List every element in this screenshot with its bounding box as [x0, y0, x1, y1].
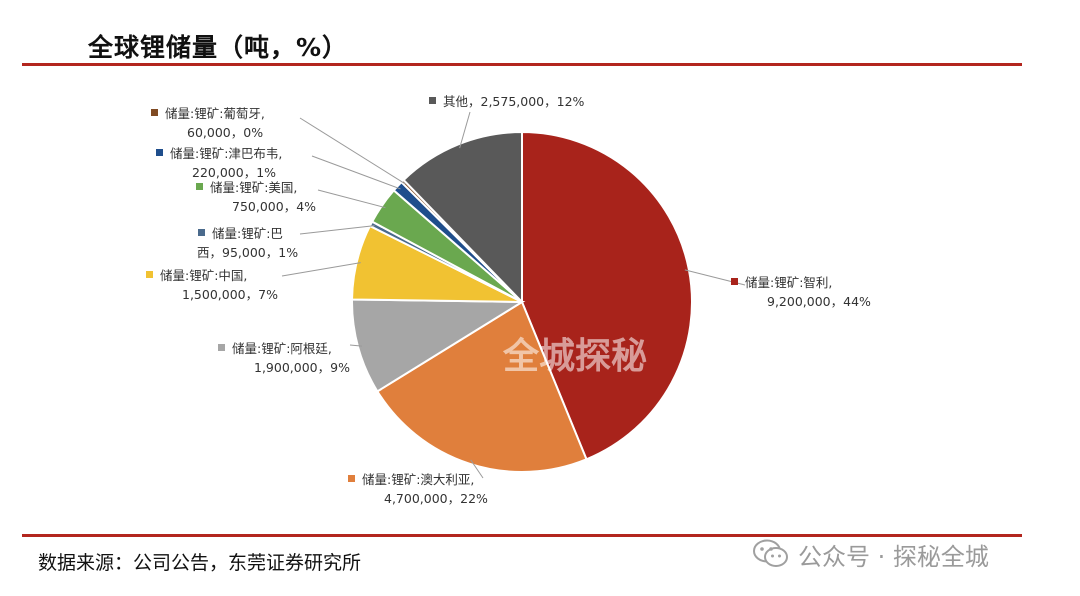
- slice-label-usa: 储量:锂矿:美国, 750,000，4%: [196, 180, 316, 214]
- legend-marker-zimbabwe: [156, 149, 163, 156]
- pie-slice-chile: [521, 130, 693, 461]
- watermark-text: 全城探秘: [502, 335, 647, 377]
- leader-line-usa: [317, 189, 386, 209]
- slice-label-chile-line-1: 储量:锂矿:智利,: [745, 275, 832, 290]
- footer-brand: 公众号 · 探秘全城: [752, 536, 989, 572]
- bottom-divider: [22, 534, 1022, 537]
- legend-marker-china: [146, 271, 153, 278]
- slice-label-chile-line-2: 9,200,000，44%: [767, 294, 871, 309]
- slice-label-australia-line-2: 4,700,000，22%: [384, 491, 488, 506]
- leader-line-china: [281, 262, 361, 277]
- legend-marker-portugal: [151, 109, 158, 116]
- slice-label-brazil-line-2: 西，95,000，1%: [197, 245, 298, 260]
- slice-label-china-line-2: 1,500,000，7%: [182, 287, 278, 302]
- slice-label-zimbabwe-line-2: 220,000，1%: [192, 165, 276, 180]
- legend-marker-australia: [348, 475, 355, 482]
- slice-label-brazil-line-1: 储量:锂矿:巴: [212, 226, 283, 241]
- slice-label-china: 储量:锂矿:中国, 1,500,000，7%: [146, 268, 278, 302]
- slice-label-other-line-1: 其他，2,575,000，12%: [443, 94, 585, 109]
- slice-label-argentina: 储量:锂矿:阿根廷, 1,900,000，9%: [218, 341, 350, 375]
- pie-slice-other: [402, 130, 523, 305]
- leader-line-australia: [470, 459, 484, 479]
- leader-line-other: [459, 111, 471, 149]
- leader-lines: [281, 111, 746, 479]
- slice-label-brazil: 储量:锂矿:巴西，95,000，1%: [197, 226, 298, 260]
- legend-marker-brazil: [198, 229, 205, 236]
- slice-labels: 储量:锂矿:智利, 9,200,000，44% 储量:锂矿:澳大利亚, 4,700,0…: [146, 94, 871, 506]
- slice-label-australia-line-1: 储量:锂矿:澳大利亚,: [362, 472, 474, 487]
- pie-slice-argentina: [351, 298, 526, 393]
- legend-marker-chile: [731, 278, 738, 285]
- footer-brand-text: 公众号 · 探秘全城: [798, 542, 989, 571]
- chart-title: 全球锂储量（吨，%）: [88, 33, 349, 62]
- slice-label-usa-line-2: 750,000，4%: [232, 199, 316, 214]
- legend-marker-other: [429, 97, 436, 104]
- slice-label-usa-line-1: 储量:锂矿:美国,: [210, 180, 297, 195]
- top-divider: [22, 63, 1022, 66]
- leader-line-brazil: [299, 225, 375, 235]
- legend-marker-argentina: [218, 344, 225, 351]
- pie-slice-australia: [376, 300, 588, 473]
- slice-label-chile: 储量:锂矿:智利, 9,200,000，44%: [731, 275, 871, 309]
- source-note: 数据来源：公司公告，东莞证券研究所: [38, 552, 362, 574]
- slice-label-china-line-1: 储量:锂矿:中国,: [160, 268, 247, 283]
- leader-line-argentina: [349, 344, 363, 347]
- slice-label-other: 其他，2,575,000，12%: [429, 94, 585, 109]
- leader-line-portugal: [299, 117, 406, 185]
- slice-label-portugal-line-2: 60,000，0%: [187, 125, 263, 140]
- pie-slices: [351, 130, 693, 473]
- slice-label-zimbabwe-line-1: 储量:锂矿:津巴布韦,: [170, 146, 282, 161]
- slice-label-argentina-line-1: 储量:锂矿:阿根廷,: [232, 341, 332, 356]
- legend-marker-usa: [196, 183, 203, 190]
- slice-label-australia: 储量:锂矿:澳大利亚, 4,700,000，22%: [348, 472, 488, 506]
- slice-label-portugal: 储量:锂矿:葡萄牙, 60,000，0%: [151, 106, 265, 140]
- leader-line-zimbabwe: [311, 155, 401, 190]
- slice-label-zimbabwe: 储量:锂矿:津巴布韦, 220,000，1%: [156, 146, 282, 180]
- wechat-icon: [753, 539, 788, 567]
- slice-label-portugal-line-1: 储量:锂矿:葡萄牙,: [165, 106, 265, 121]
- slice-label-argentina-line-2: 1,900,000，9%: [254, 360, 350, 375]
